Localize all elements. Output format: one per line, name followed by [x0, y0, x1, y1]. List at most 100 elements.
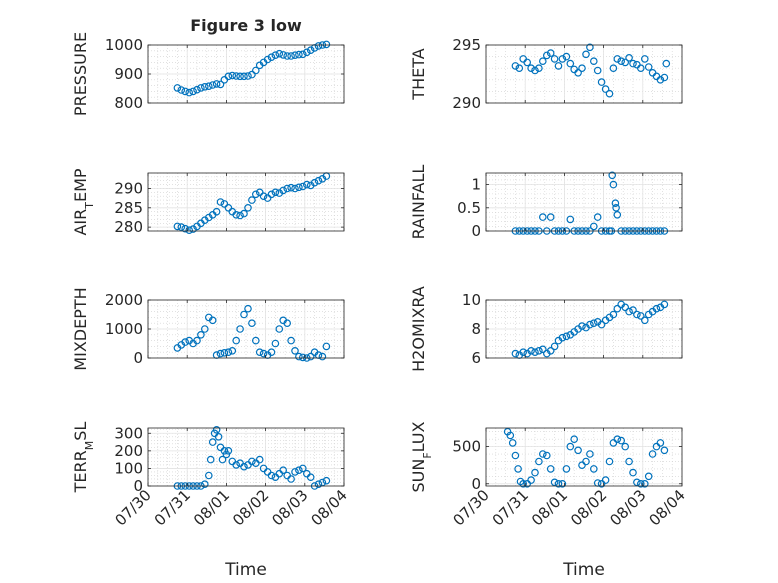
- data-point: [511, 62, 520, 70]
- data-point: [554, 479, 563, 488]
- data-point: [636, 479, 645, 488]
- data-point: [302, 48, 311, 57]
- data-point: [232, 336, 241, 345]
- data-point: [279, 186, 288, 195]
- data-point: [562, 52, 571, 61]
- data-point: [601, 85, 610, 93]
- data-point: [216, 80, 225, 89]
- axes-box: [147, 427, 345, 487]
- data-point: [298, 182, 307, 191]
- data-point: [263, 55, 272, 64]
- data-point: [181, 87, 190, 96]
- data-point: [287, 52, 295, 60]
- data-point: [197, 330, 205, 339]
- data-point: [224, 72, 233, 81]
- data-point: [558, 479, 567, 488]
- chart-title: Figure 3 low: [190, 16, 302, 35]
- data-point: [506, 431, 515, 440]
- data-point: [538, 57, 547, 66]
- data-point: [197, 84, 205, 92]
- data-point: [295, 352, 303, 361]
- y-tick-label: 300: [114, 424, 143, 442]
- y-tick-label: 285: [114, 199, 143, 217]
- data-point: [267, 471, 276, 480]
- data-point: [535, 457, 543, 466]
- data-point: [621, 442, 630, 451]
- data-point: [208, 81, 217, 89]
- data-point: [279, 466, 288, 475]
- data-point: [514, 465, 522, 473]
- data-point: [236, 72, 244, 81]
- data-point: [593, 213, 602, 221]
- subplot-1: 290 295 THETA: [409, 36, 683, 112]
- data-point: [220, 200, 229, 208]
- data-point: [527, 476, 535, 484]
- data-point: [554, 62, 563, 70]
- data-point: [629, 59, 637, 68]
- data-point: [181, 338, 190, 346]
- data-point: [644, 472, 653, 481]
- data-point: [306, 46, 315, 55]
- data-point: [314, 480, 323, 489]
- data-point: [248, 457, 256, 466]
- data-point: [216, 349, 225, 358]
- data-point: [656, 76, 665, 84]
- data-point: [519, 348, 528, 357]
- y-tick-label: 290: [114, 179, 143, 197]
- data-point: [613, 304, 622, 313]
- data-point: [574, 69, 582, 77]
- data-point: [252, 336, 260, 345]
- x-axis-label: Time: [224, 560, 267, 580]
- data-point: [527, 64, 535, 73]
- y-axis-label: AIRTEMP: [71, 168, 96, 235]
- y-axis-label: MIXDEPTH: [71, 287, 90, 370]
- data-point: [208, 438, 217, 446]
- data-point: [295, 183, 303, 192]
- data-point: [550, 342, 559, 351]
- data-point: [244, 304, 252, 313]
- data-point: [566, 442, 575, 451]
- data-point: [252, 66, 260, 75]
- data-point: [201, 325, 209, 333]
- data-point: [310, 178, 319, 187]
- data-point: [511, 349, 520, 358]
- data-point: [298, 50, 307, 59]
- data-point: [609, 180, 618, 189]
- data-point: [240, 462, 248, 471]
- data-point: [597, 78, 606, 86]
- data-point: [322, 342, 331, 351]
- data-point: [625, 307, 633, 316]
- data-point: [283, 319, 292, 328]
- data-point: [224, 204, 233, 212]
- data-point: [542, 51, 551, 60]
- data-point: [322, 40, 331, 49]
- data-point: [538, 345, 547, 354]
- data-point: [660, 446, 669, 455]
- data-point: [625, 457, 633, 466]
- data-point: [578, 322, 586, 330]
- data-point: [248, 70, 256, 79]
- axes-box: [485, 427, 683, 487]
- data-point: [656, 439, 665, 447]
- data-point: [232, 461, 241, 469]
- data-point: [633, 478, 641, 487]
- data-point: [205, 82, 213, 91]
- data-point: [177, 223, 186, 231]
- data-point: [605, 457, 614, 466]
- data-point: [652, 304, 661, 313]
- data-point: [244, 204, 252, 212]
- data-point: [212, 207, 221, 216]
- data-point: [611, 199, 620, 208]
- data-point: [660, 300, 669, 309]
- data-point: [201, 480, 209, 489]
- y-tick-label: 8: [471, 320, 481, 338]
- data-point: [535, 346, 543, 355]
- x-tick-label: 08/02: [567, 486, 610, 529]
- data-point: [193, 85, 201, 94]
- data-point: [629, 468, 637, 477]
- data-point: [515, 64, 524, 73]
- data-point: [287, 475, 295, 483]
- data-point: [566, 59, 575, 68]
